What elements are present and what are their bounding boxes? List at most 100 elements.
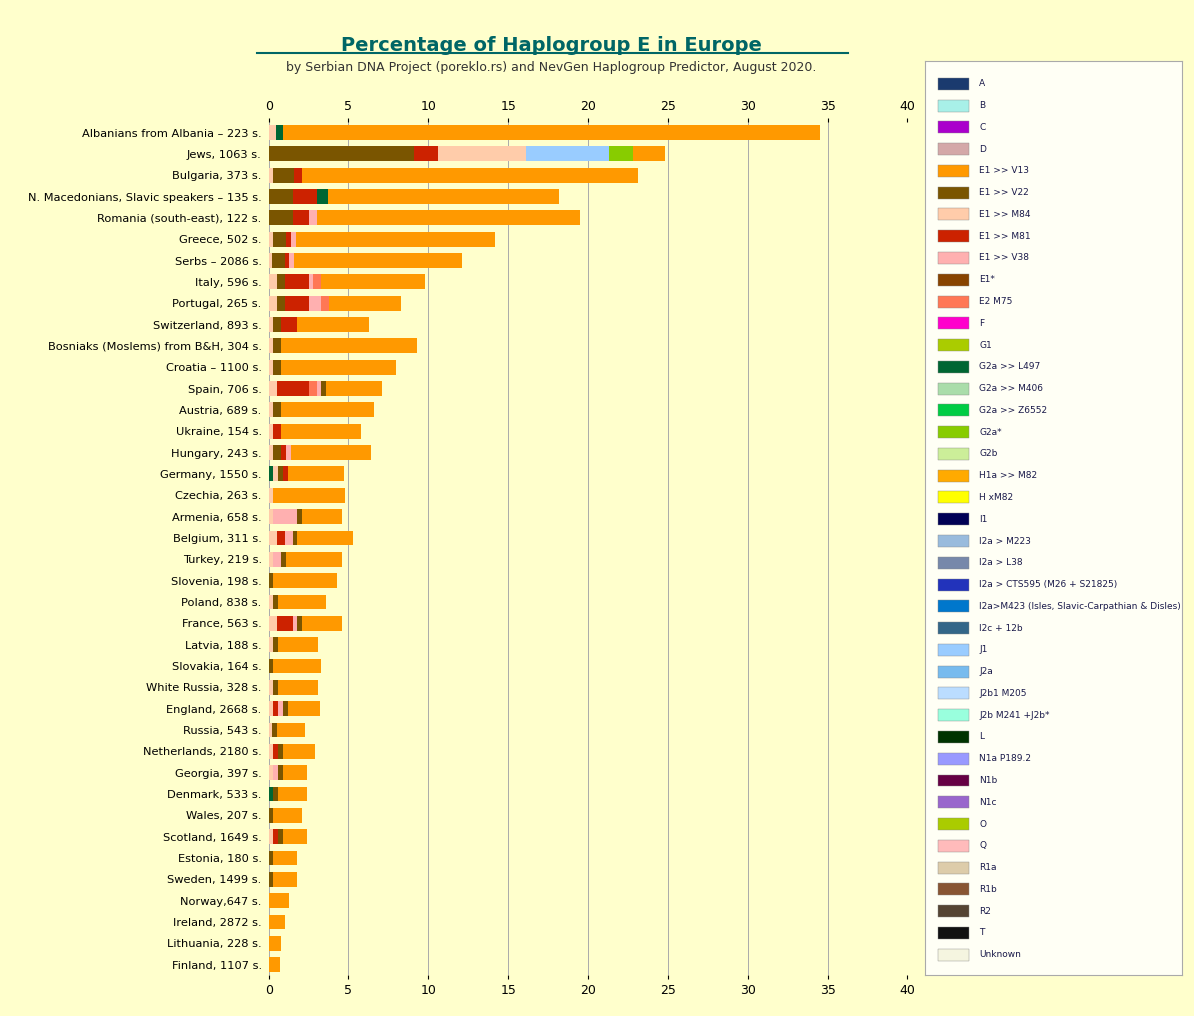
Bar [284, 530, 293, 546]
Bar [282, 338, 417, 354]
Bar [294, 253, 462, 268]
Text: I2a > M223: I2a > M223 [979, 536, 1032, 546]
Bar [938, 165, 970, 177]
Bar [278, 765, 283, 780]
Bar [284, 253, 289, 268]
Bar [633, 146, 665, 162]
Bar [273, 850, 297, 866]
Text: L: L [979, 733, 984, 742]
Bar [269, 338, 273, 354]
Bar [938, 361, 970, 373]
Bar [278, 466, 283, 482]
Bar [273, 402, 282, 418]
Bar [308, 381, 316, 396]
Text: T: T [979, 929, 985, 938]
Text: Unknown: Unknown [979, 950, 1021, 959]
Bar [269, 189, 293, 204]
Bar [938, 252, 970, 264]
Text: R1b: R1b [979, 885, 997, 894]
Text: G1: G1 [979, 340, 992, 350]
Bar [277, 381, 308, 396]
Text: N1c: N1c [979, 798, 997, 807]
Bar [938, 818, 970, 830]
Bar [938, 883, 970, 895]
Bar [273, 594, 278, 610]
Bar [269, 850, 273, 866]
Bar [525, 146, 609, 162]
Bar [283, 466, 288, 482]
Bar [316, 210, 580, 226]
Text: E1 >> M84: E1 >> M84 [979, 210, 1030, 219]
Bar [938, 535, 970, 547]
Bar [308, 210, 316, 226]
Bar [269, 765, 273, 780]
Bar [938, 143, 970, 155]
Text: J1: J1 [979, 645, 987, 654]
Bar [938, 121, 970, 133]
Bar [938, 383, 970, 394]
Text: E2 M75: E2 M75 [979, 297, 1013, 306]
Bar [291, 232, 296, 247]
Bar [273, 466, 278, 482]
Bar [302, 168, 638, 183]
Bar [278, 786, 307, 802]
Bar [321, 381, 326, 396]
Text: R2: R2 [979, 906, 991, 915]
Text: E1 >> V38: E1 >> V38 [979, 253, 1029, 262]
Bar [269, 957, 279, 972]
Bar [291, 445, 371, 460]
Bar [938, 317, 970, 329]
Bar [269, 168, 273, 183]
Text: Q: Q [979, 841, 986, 850]
Bar [302, 509, 343, 524]
Bar [269, 701, 273, 716]
Bar [294, 168, 302, 183]
Bar [278, 701, 283, 716]
Bar [269, 744, 273, 759]
Text: G2a >> Z6552: G2a >> Z6552 [979, 405, 1047, 415]
Bar [284, 296, 308, 311]
Bar [297, 616, 302, 631]
Text: H xM82: H xM82 [979, 493, 1014, 502]
Bar [288, 701, 320, 716]
Bar [438, 146, 525, 162]
Text: R1a: R1a [979, 863, 997, 872]
Bar [269, 445, 273, 460]
Text: J2b1 M205: J2b1 M205 [979, 689, 1027, 698]
Bar [269, 253, 272, 268]
Bar [282, 445, 287, 460]
Bar [269, 317, 273, 332]
Bar [282, 360, 396, 375]
Text: Percentage of Haplogroup E in Europe: Percentage of Haplogroup E in Europe [341, 36, 762, 55]
Bar [269, 466, 273, 482]
Bar [609, 146, 633, 162]
Bar [938, 797, 970, 809]
Bar [269, 210, 293, 226]
Bar [938, 644, 970, 656]
Text: A: A [979, 79, 985, 88]
Bar [938, 840, 970, 851]
Bar [938, 905, 970, 917]
Bar [938, 339, 970, 352]
Text: J2a: J2a [979, 668, 993, 677]
Text: N1b: N1b [979, 776, 997, 785]
Bar [273, 509, 297, 524]
Bar [938, 600, 970, 613]
Bar [938, 273, 970, 285]
Bar [278, 744, 283, 759]
Text: G2a >> M406: G2a >> M406 [979, 384, 1044, 393]
Bar [269, 616, 277, 631]
Text: G2a >> L497: G2a >> L497 [979, 363, 1040, 372]
Bar [938, 862, 970, 874]
Bar [938, 426, 970, 438]
Bar [308, 296, 321, 311]
Bar [313, 274, 321, 290]
Bar [326, 381, 382, 396]
Bar [293, 530, 297, 546]
Bar [283, 765, 307, 780]
Bar [269, 274, 277, 290]
Text: E1 >> V13: E1 >> V13 [979, 167, 1029, 176]
Bar [269, 296, 277, 311]
Bar [269, 232, 273, 247]
Text: G2a*: G2a* [979, 428, 1002, 437]
